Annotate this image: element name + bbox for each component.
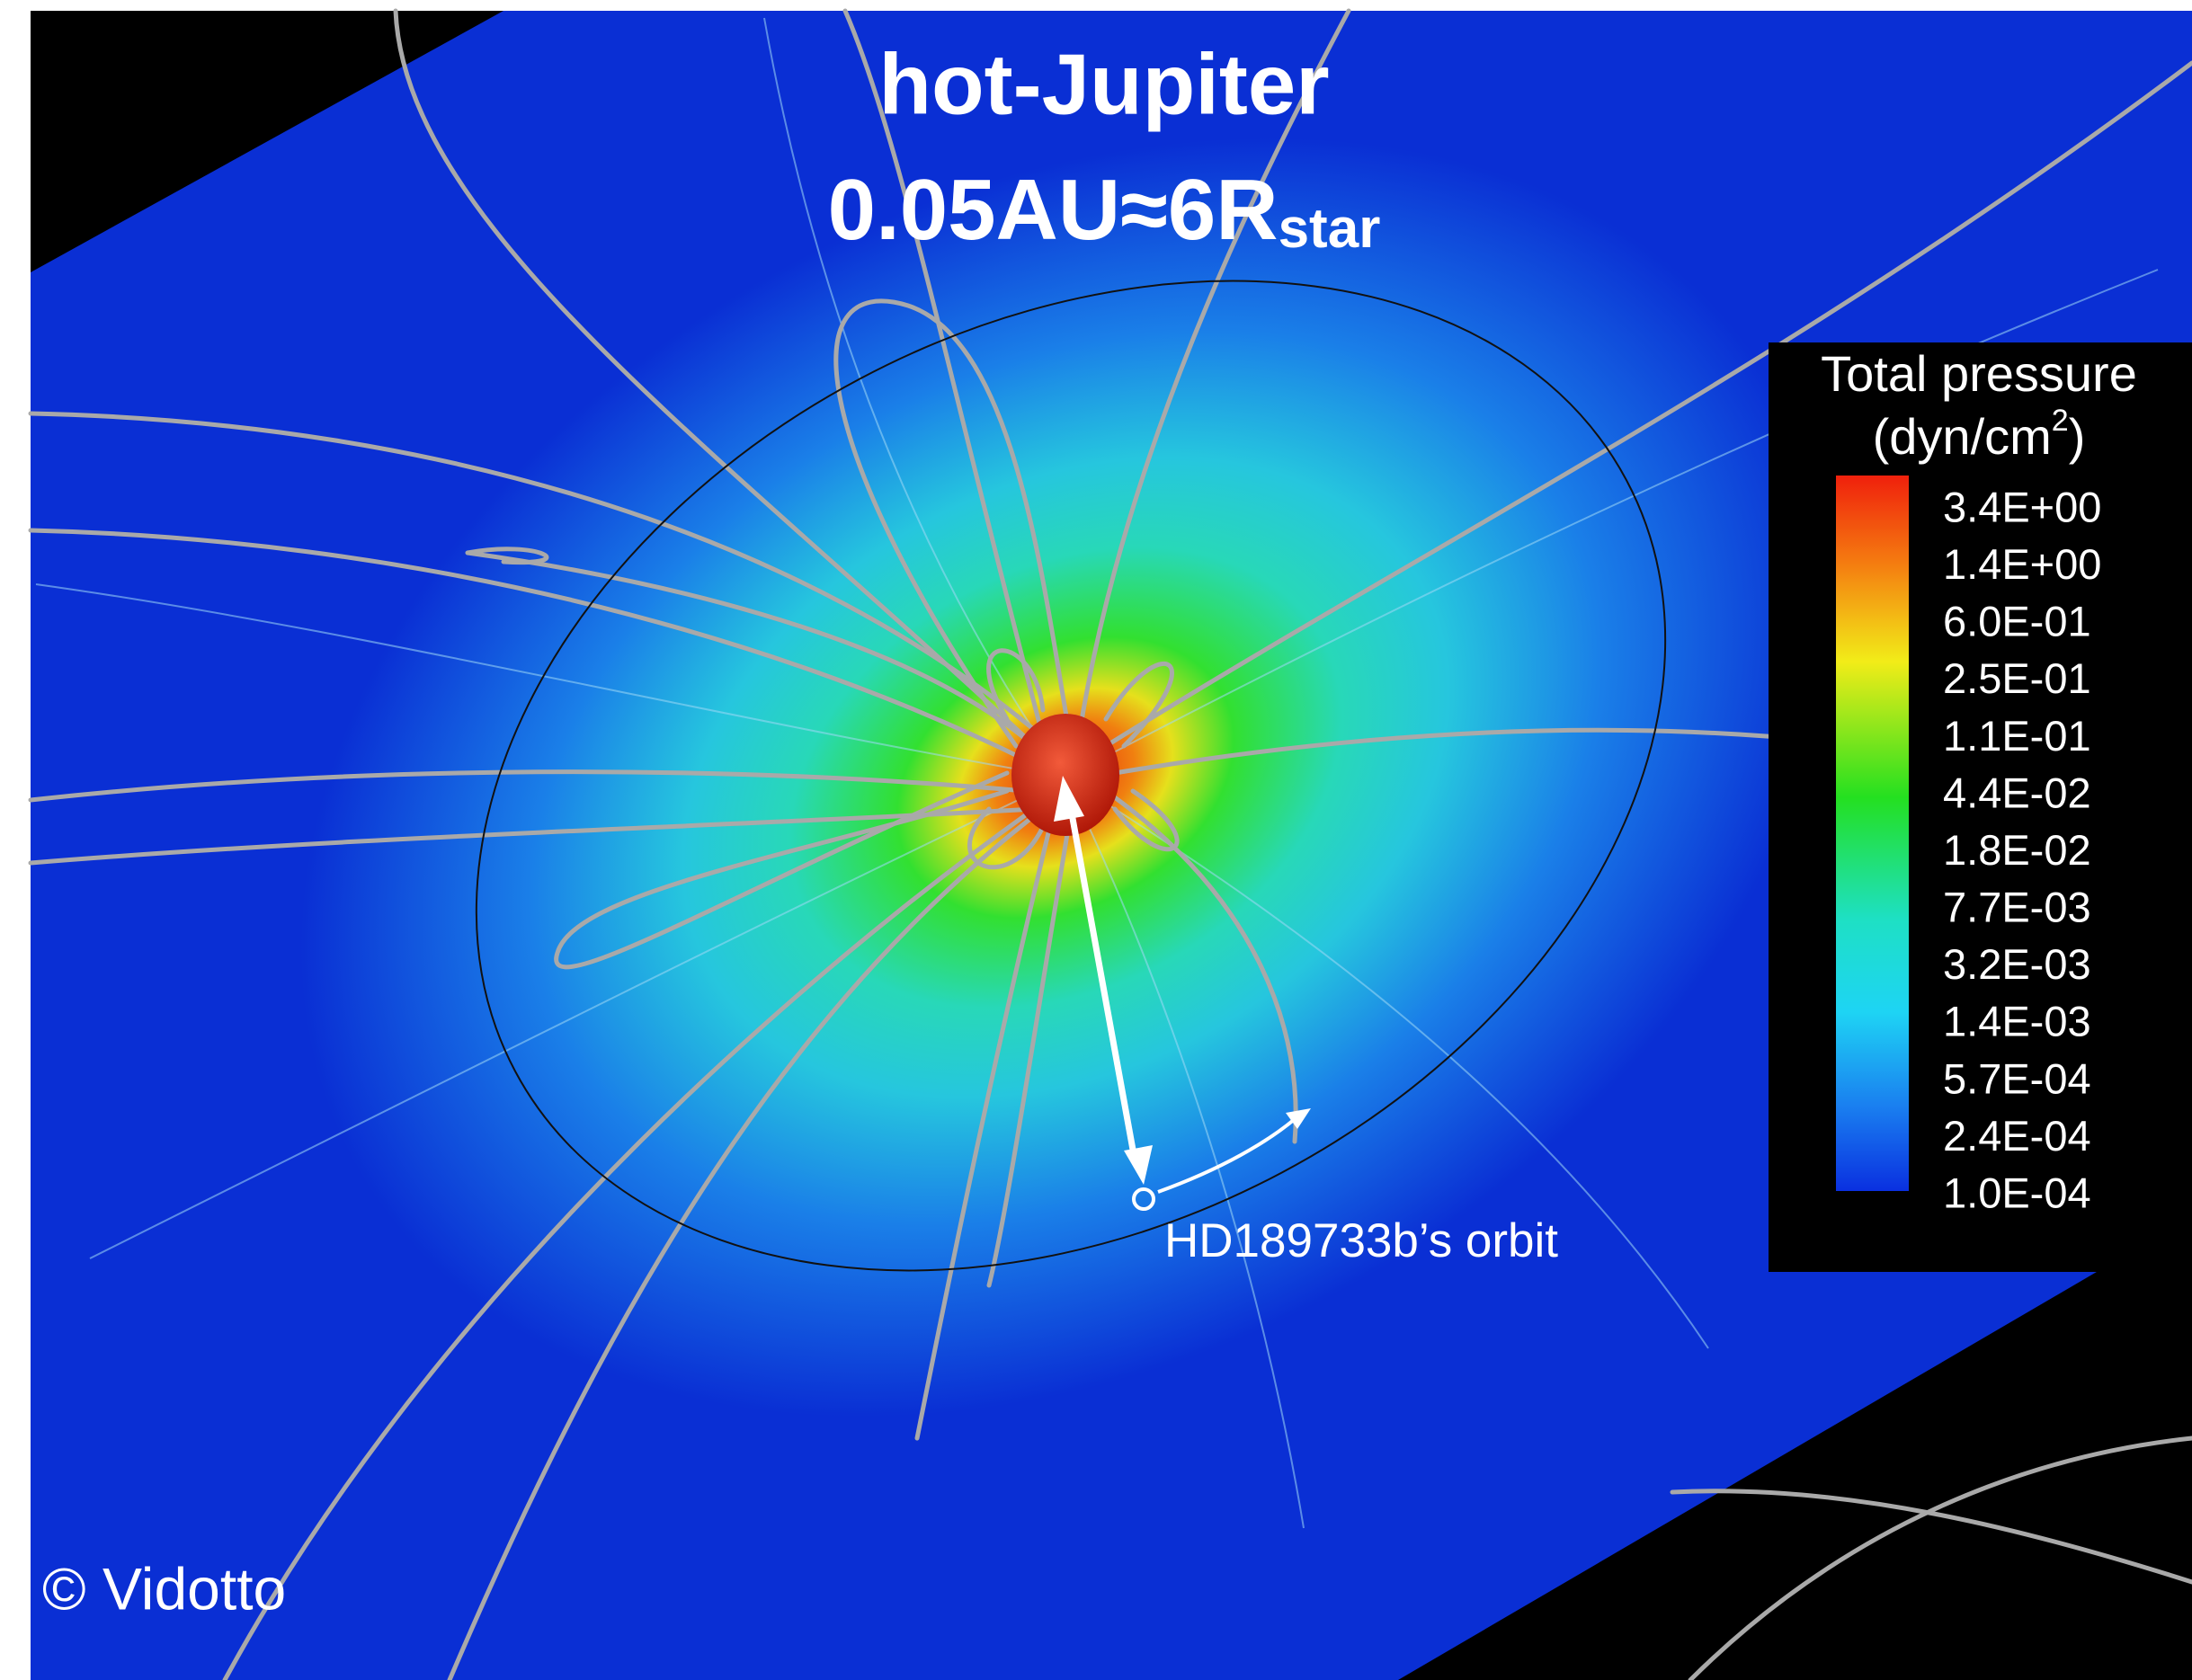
colorbar-title: Total pressure bbox=[1821, 345, 2137, 402]
unit-text: (dyn/cm bbox=[1873, 408, 2052, 465]
colorbar-label: 7.7E-03 bbox=[1943, 884, 2091, 931]
colorbar bbox=[1836, 476, 1909, 1191]
annotation: HD189733b’s orbit bbox=[1164, 1214, 1558, 1267]
colorbar-label: 1.0E-04 bbox=[1943, 1169, 2091, 1216]
title-text: 0.05AU≈6R bbox=[828, 162, 1279, 258]
title-line: hot-Jupiter bbox=[878, 36, 1329, 132]
colorbar-label: 6.0E-01 bbox=[1943, 598, 2091, 645]
title-subscript: star bbox=[1279, 198, 1381, 260]
credit: © Vidotto bbox=[42, 1555, 286, 1622]
figure: hot-Jupiter 0.05AU≈6Rstar Total pressure… bbox=[0, 0, 2192, 1680]
colorbar-label: 3.4E+00 bbox=[1943, 483, 2101, 530]
colorbar-label: 3.2E-03 bbox=[1943, 940, 2091, 988]
unit-text: ) bbox=[2069, 408, 2086, 465]
colorbar-label: 2.4E-04 bbox=[1943, 1112, 2091, 1160]
colorbar-label: 1.4E+00 bbox=[1943, 540, 2101, 588]
colorbar-label: 5.7E-04 bbox=[1943, 1054, 2091, 1102]
colorbar-label: 1.8E-02 bbox=[1943, 826, 2091, 874]
unit-superscript: 2 bbox=[2052, 404, 2069, 438]
colorbar-label: 1.4E-03 bbox=[1943, 998, 2091, 1045]
colorbar-label: 2.5E-01 bbox=[1943, 654, 2091, 702]
colorbar-label: 4.4E-02 bbox=[1943, 769, 2091, 816]
colorbar-label: 1.1E-01 bbox=[1943, 712, 2091, 760]
